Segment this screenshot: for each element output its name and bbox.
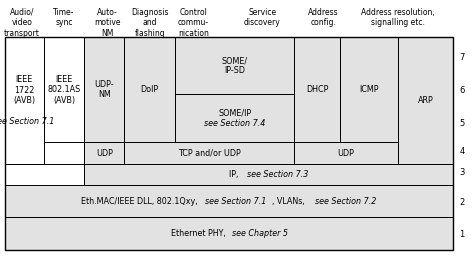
Bar bbox=[44, 37, 84, 142]
Bar bbox=[5, 217, 453, 250]
Text: 5: 5 bbox=[459, 119, 465, 128]
Bar bbox=[175, 94, 294, 142]
Text: DHCP: DHCP bbox=[306, 85, 328, 94]
Text: (AVB): (AVB) bbox=[53, 96, 75, 105]
Text: Audio/
video
transport: Audio/ video transport bbox=[4, 8, 40, 38]
Bar bbox=[5, 37, 453, 250]
Text: (AVB): (AVB) bbox=[13, 96, 35, 105]
Text: Eth.MAC/IEEE DLL, 802.1Qxy,: Eth.MAC/IEEE DLL, 802.1Qxy, bbox=[81, 196, 200, 206]
Text: IEEE: IEEE bbox=[16, 75, 33, 84]
Text: see Section 7.2: see Section 7.2 bbox=[315, 196, 377, 206]
Text: 4: 4 bbox=[459, 148, 465, 156]
Bar bbox=[124, 142, 294, 164]
Bar bbox=[5, 185, 453, 217]
Bar bbox=[5, 37, 84, 164]
Text: see Chapter 5: see Chapter 5 bbox=[232, 229, 288, 238]
Text: IP,: IP, bbox=[229, 170, 241, 179]
Text: Address resolution,
signalling etc.: Address resolution, signalling etc. bbox=[361, 8, 435, 27]
Text: IP-SD: IP-SD bbox=[224, 67, 245, 75]
Bar bbox=[124, 37, 175, 142]
Text: NM: NM bbox=[98, 90, 110, 99]
Text: UDP: UDP bbox=[96, 149, 113, 158]
Text: TCP and/or UDP: TCP and/or UDP bbox=[178, 149, 240, 158]
Bar bbox=[84, 142, 124, 164]
Text: ICMP: ICMP bbox=[359, 85, 379, 94]
Text: Ethernet PHY,: Ethernet PHY, bbox=[171, 229, 228, 238]
Text: 1722: 1722 bbox=[14, 86, 34, 95]
Text: Auto-
motive
NM: Auto- motive NM bbox=[94, 8, 120, 38]
Text: see Section 7.1: see Section 7.1 bbox=[0, 117, 55, 126]
Bar bbox=[294, 142, 398, 164]
Text: 3: 3 bbox=[459, 168, 465, 177]
Text: see Section 7.1: see Section 7.1 bbox=[205, 196, 266, 206]
Text: SOME/: SOME/ bbox=[221, 56, 248, 65]
Text: UDP-: UDP- bbox=[94, 80, 114, 89]
Text: DoIP: DoIP bbox=[141, 85, 159, 94]
Bar bbox=[294, 37, 340, 142]
Bar bbox=[5, 37, 44, 164]
Text: Diagnosis
and
flashing: Diagnosis and flashing bbox=[131, 8, 169, 38]
Bar bbox=[398, 37, 453, 164]
Bar bbox=[340, 37, 398, 142]
Text: Time-
sync: Time- sync bbox=[53, 8, 75, 27]
Text: UDP: UDP bbox=[337, 149, 355, 158]
Text: Control
commu-
nication: Control commu- nication bbox=[178, 8, 209, 38]
Text: IEEE: IEEE bbox=[55, 75, 73, 84]
Text: SOME/IP: SOME/IP bbox=[218, 108, 251, 117]
Text: 802.1AS: 802.1AS bbox=[47, 85, 81, 94]
Text: 2: 2 bbox=[459, 198, 465, 207]
Text: ARP: ARP bbox=[418, 96, 433, 105]
Text: 1: 1 bbox=[459, 230, 465, 239]
Bar bbox=[175, 37, 294, 94]
Bar bbox=[84, 37, 124, 142]
Text: , VLANs,: , VLANs, bbox=[272, 196, 310, 206]
Bar bbox=[84, 164, 453, 185]
Text: see Section 7.3: see Section 7.3 bbox=[246, 170, 308, 179]
Text: see Section 7.4: see Section 7.4 bbox=[204, 119, 265, 128]
Text: 6: 6 bbox=[459, 86, 465, 95]
Text: Address
config.: Address config. bbox=[309, 8, 339, 27]
Text: 7: 7 bbox=[459, 53, 465, 62]
Text: Service
discovery: Service discovery bbox=[244, 8, 281, 27]
